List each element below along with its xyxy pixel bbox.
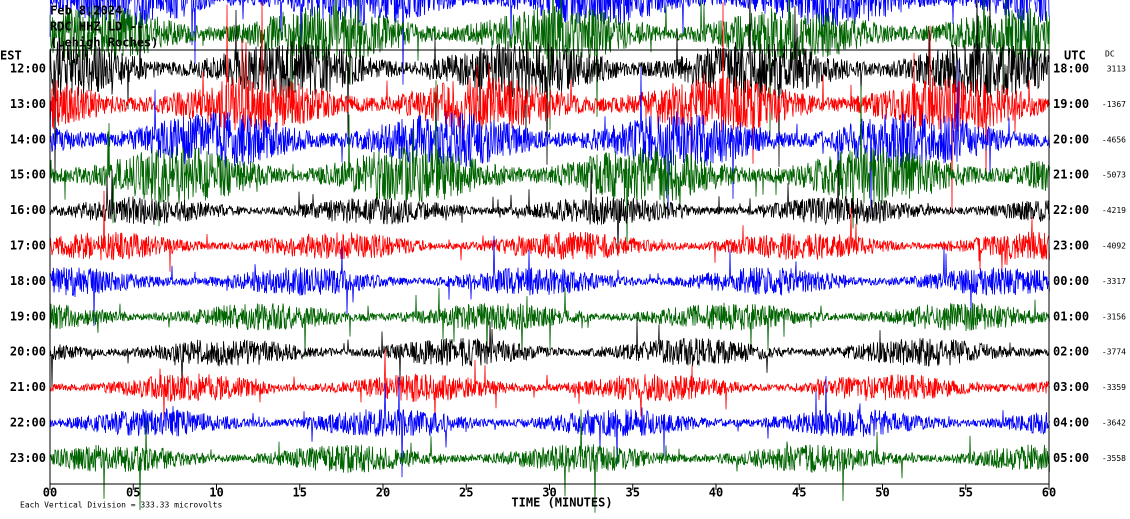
x-tick-label: 30 [542, 486, 556, 500]
est-row-label: 16:00 [10, 203, 46, 217]
seismic-trace [49, 0, 1050, 184]
est-row-label: 20:00 [10, 345, 46, 359]
dc-offset: -1367 [1102, 100, 1126, 109]
seismic-trace [49, 287, 1050, 363]
seismic-trace [49, 316, 1050, 388]
est-row-label: 22:00 [10, 416, 46, 430]
x-tick-label: 45 [792, 486, 806, 500]
dc-offset: -4219 [1102, 206, 1126, 215]
est-row-label: 19:00 [10, 309, 46, 323]
seismic-trace [49, 349, 1050, 423]
x-tick-label: 35 [626, 486, 640, 500]
utc-row-label: 04:00 [1053, 416, 1089, 430]
utc-row-label: 05:00 [1053, 451, 1089, 465]
utc-row-label: 22:00 [1053, 203, 1089, 217]
dc-offset: -3642 [1102, 419, 1126, 428]
seismic-trace [49, 409, 1050, 513]
dc-offset: -4092 [1102, 242, 1126, 251]
utc-row-label: 19:00 [1053, 97, 1089, 111]
x-tick-label: 15 [293, 486, 307, 500]
x-tick-label: 25 [459, 486, 473, 500]
utc-row-label: 18:00 [1053, 62, 1089, 76]
x-tick-label: 00 [43, 486, 57, 500]
dc-offset: 3113 [1107, 65, 1126, 74]
dc-offset: -5073 [1102, 171, 1126, 180]
est-row-label: 15:00 [10, 168, 46, 182]
est-row-label: 18:00 [10, 274, 46, 288]
title-line: Feb 8,2024 [50, 4, 122, 18]
x-tick-label: 05 [126, 486, 140, 500]
est-row-label: 23:00 [10, 451, 46, 465]
est-row-label: 12:00 [10, 62, 46, 76]
est-label: EST [0, 49, 22, 63]
utc-row-label: 23:00 [1053, 239, 1089, 253]
utc-row-label: 00:00 [1053, 274, 1089, 288]
x-axis-label: TIME (MINUTES) [511, 496, 612, 510]
x-tick-label: 10 [209, 486, 223, 500]
dc-offset: -3156 [1102, 312, 1126, 321]
utc-row-label: 03:00 [1053, 380, 1089, 394]
title-line: RDC HHZ LD -- [50, 20, 144, 34]
utc-label: UTC [1064, 49, 1086, 63]
x-tick-label: 50 [875, 486, 889, 500]
seismic-trace [49, 376, 1050, 478]
utc-row-label: 21:00 [1053, 168, 1089, 182]
utc-row-label: 01:00 [1053, 309, 1089, 323]
seismic-trace [49, 190, 1050, 272]
est-row-label: 21:00 [10, 380, 46, 394]
dc-offset: -4656 [1102, 135, 1126, 144]
x-tick-label: 55 [959, 486, 973, 500]
utc-row-label: 20:00 [1053, 132, 1089, 146]
x-tick-label: 20 [376, 486, 390, 500]
traces [49, 0, 1050, 513]
seismic-trace [49, 0, 1050, 85]
title-line: (Lehigh Roches) [50, 36, 158, 50]
est-row-label: 14:00 [10, 132, 46, 146]
dc-offset: -3317 [1102, 277, 1126, 286]
seismic-trace [49, 235, 1050, 327]
seismic-trace [49, 1, 1050, 214]
dc-offset: -3558 [1102, 454, 1126, 463]
x-tick-label: 60 [1042, 486, 1056, 500]
est-row-label: 13:00 [10, 97, 46, 111]
seismic-trace [49, 80, 1050, 251]
dc-offset: -3774 [1102, 348, 1126, 357]
dc-label: DC [1105, 50, 1115, 59]
x-tick-label: 40 [709, 486, 723, 500]
dc-offset: -3359 [1102, 383, 1126, 392]
est-row-label: 17:00 [10, 239, 46, 253]
utc-row-label: 02:00 [1053, 345, 1089, 359]
seismic-trace [49, 160, 1050, 252]
footer: Each Vertical Division = 333.33 microvol… [20, 501, 222, 510]
seismic-trace [49, 0, 1050, 138]
